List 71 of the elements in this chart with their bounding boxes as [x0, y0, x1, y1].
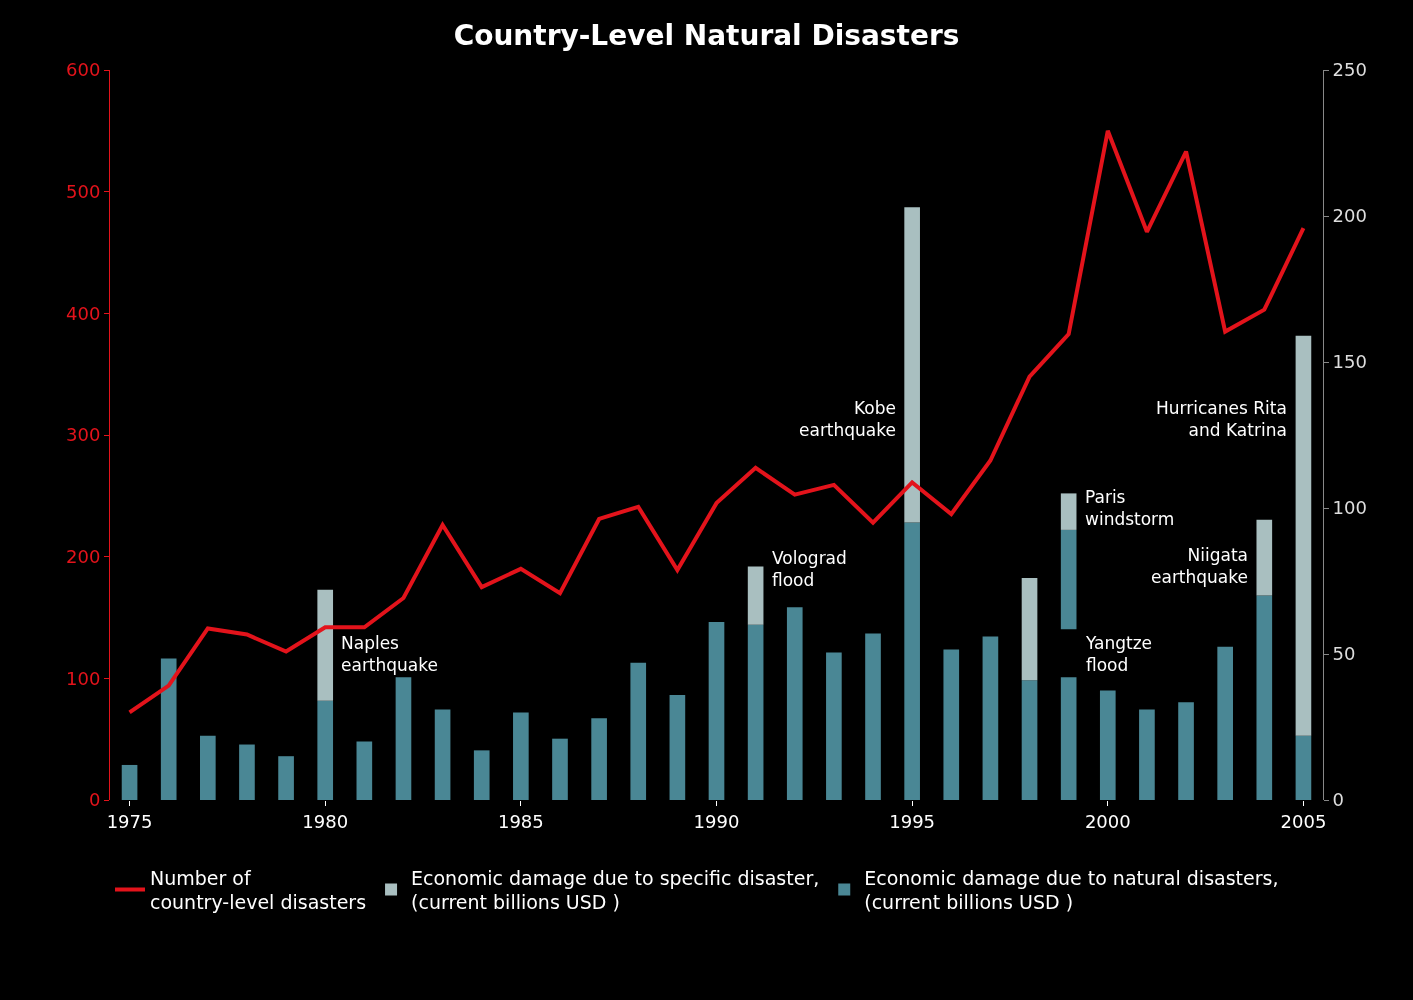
bar [278, 756, 294, 800]
y-tick-label: 0 [88, 789, 101, 811]
bar [982, 636, 999, 800]
bar [904, 522, 920, 800]
y2-tick-label: 0 [1332, 789, 1345, 811]
bar [1217, 646, 1233, 800]
y-tick-label: 600 [66, 59, 101, 81]
annotation: Naples earthquake [341, 633, 438, 676]
annotation: Yangtze flood [1085, 633, 1153, 676]
annotation: Paris windstorm [1085, 487, 1175, 530]
bar [1060, 493, 1077, 530]
bar [1256, 519, 1273, 596]
bar [1021, 578, 1038, 681]
bar [747, 566, 764, 625]
bar [826, 652, 842, 800]
bar [395, 677, 412, 800]
annotation: Hurricanes Rita and Katrina [1156, 398, 1287, 441]
chart-title: Country-Level Natural Disasters [453, 18, 960, 52]
bar [669, 694, 686, 800]
bar [1178, 702, 1194, 800]
bar [1099, 690, 1116, 800]
x-tick-label: 1985 [497, 810, 544, 832]
x-tick-label: 1975 [106, 810, 153, 832]
y2-tick-label: 150 [1332, 351, 1367, 373]
bar [160, 658, 177, 800]
y-tick-label: 400 [66, 302, 101, 324]
bar [1139, 709, 1155, 800]
legend-label: Economic damage due to natural disasters, (current billions USD ) [864, 866, 1279, 914]
bar [356, 741, 373, 800]
annotation: Volograd flood [772, 548, 847, 591]
bar [1060, 529, 1077, 630]
bar [747, 624, 764, 800]
bar [630, 662, 647, 800]
legend-label: Number of country-level disasters [150, 866, 367, 914]
bar [865, 633, 881, 800]
y-tick-label: 500 [66, 180, 101, 202]
bar [121, 764, 138, 800]
bar [1021, 680, 1038, 800]
bar [473, 750, 490, 800]
y2-tick-label: 100 [1332, 497, 1367, 519]
bar [513, 712, 529, 800]
bar [708, 621, 725, 800]
bar [434, 709, 451, 800]
annotation: Kobe earthquake [799, 398, 896, 441]
y-tick-label: 200 [66, 545, 101, 567]
y-tick-label: 300 [66, 424, 101, 446]
bar [591, 718, 607, 800]
bar [317, 589, 334, 701]
bar [943, 649, 960, 800]
annotation: Niigata earthquake [1151, 545, 1248, 588]
bar [239, 744, 255, 800]
y2-tick-label: 200 [1332, 205, 1367, 227]
y2-tick-label: 250 [1332, 59, 1367, 81]
bar [200, 735, 216, 800]
x-tick-label: 1990 [693, 810, 740, 832]
x-tick-label: 1980 [302, 810, 349, 832]
bar [1060, 677, 1077, 800]
bar [552, 738, 568, 800]
bar [1295, 735, 1312, 800]
bar [786, 607, 803, 800]
bar [1295, 335, 1312, 736]
bar [317, 700, 334, 800]
legend-label: Economic damage due to specific disaster, (current billions USD ) [411, 866, 820, 914]
bar [904, 207, 920, 523]
x-tick-label: 1995 [889, 810, 936, 832]
y2-tick-label: 50 [1332, 643, 1356, 665]
y-tick-label: 100 [66, 667, 101, 689]
x-tick-label: 2000 [1084, 810, 1131, 832]
x-tick-label: 2005 [1280, 810, 1327, 832]
bar [1256, 595, 1273, 800]
line-series [127, 128, 1306, 715]
